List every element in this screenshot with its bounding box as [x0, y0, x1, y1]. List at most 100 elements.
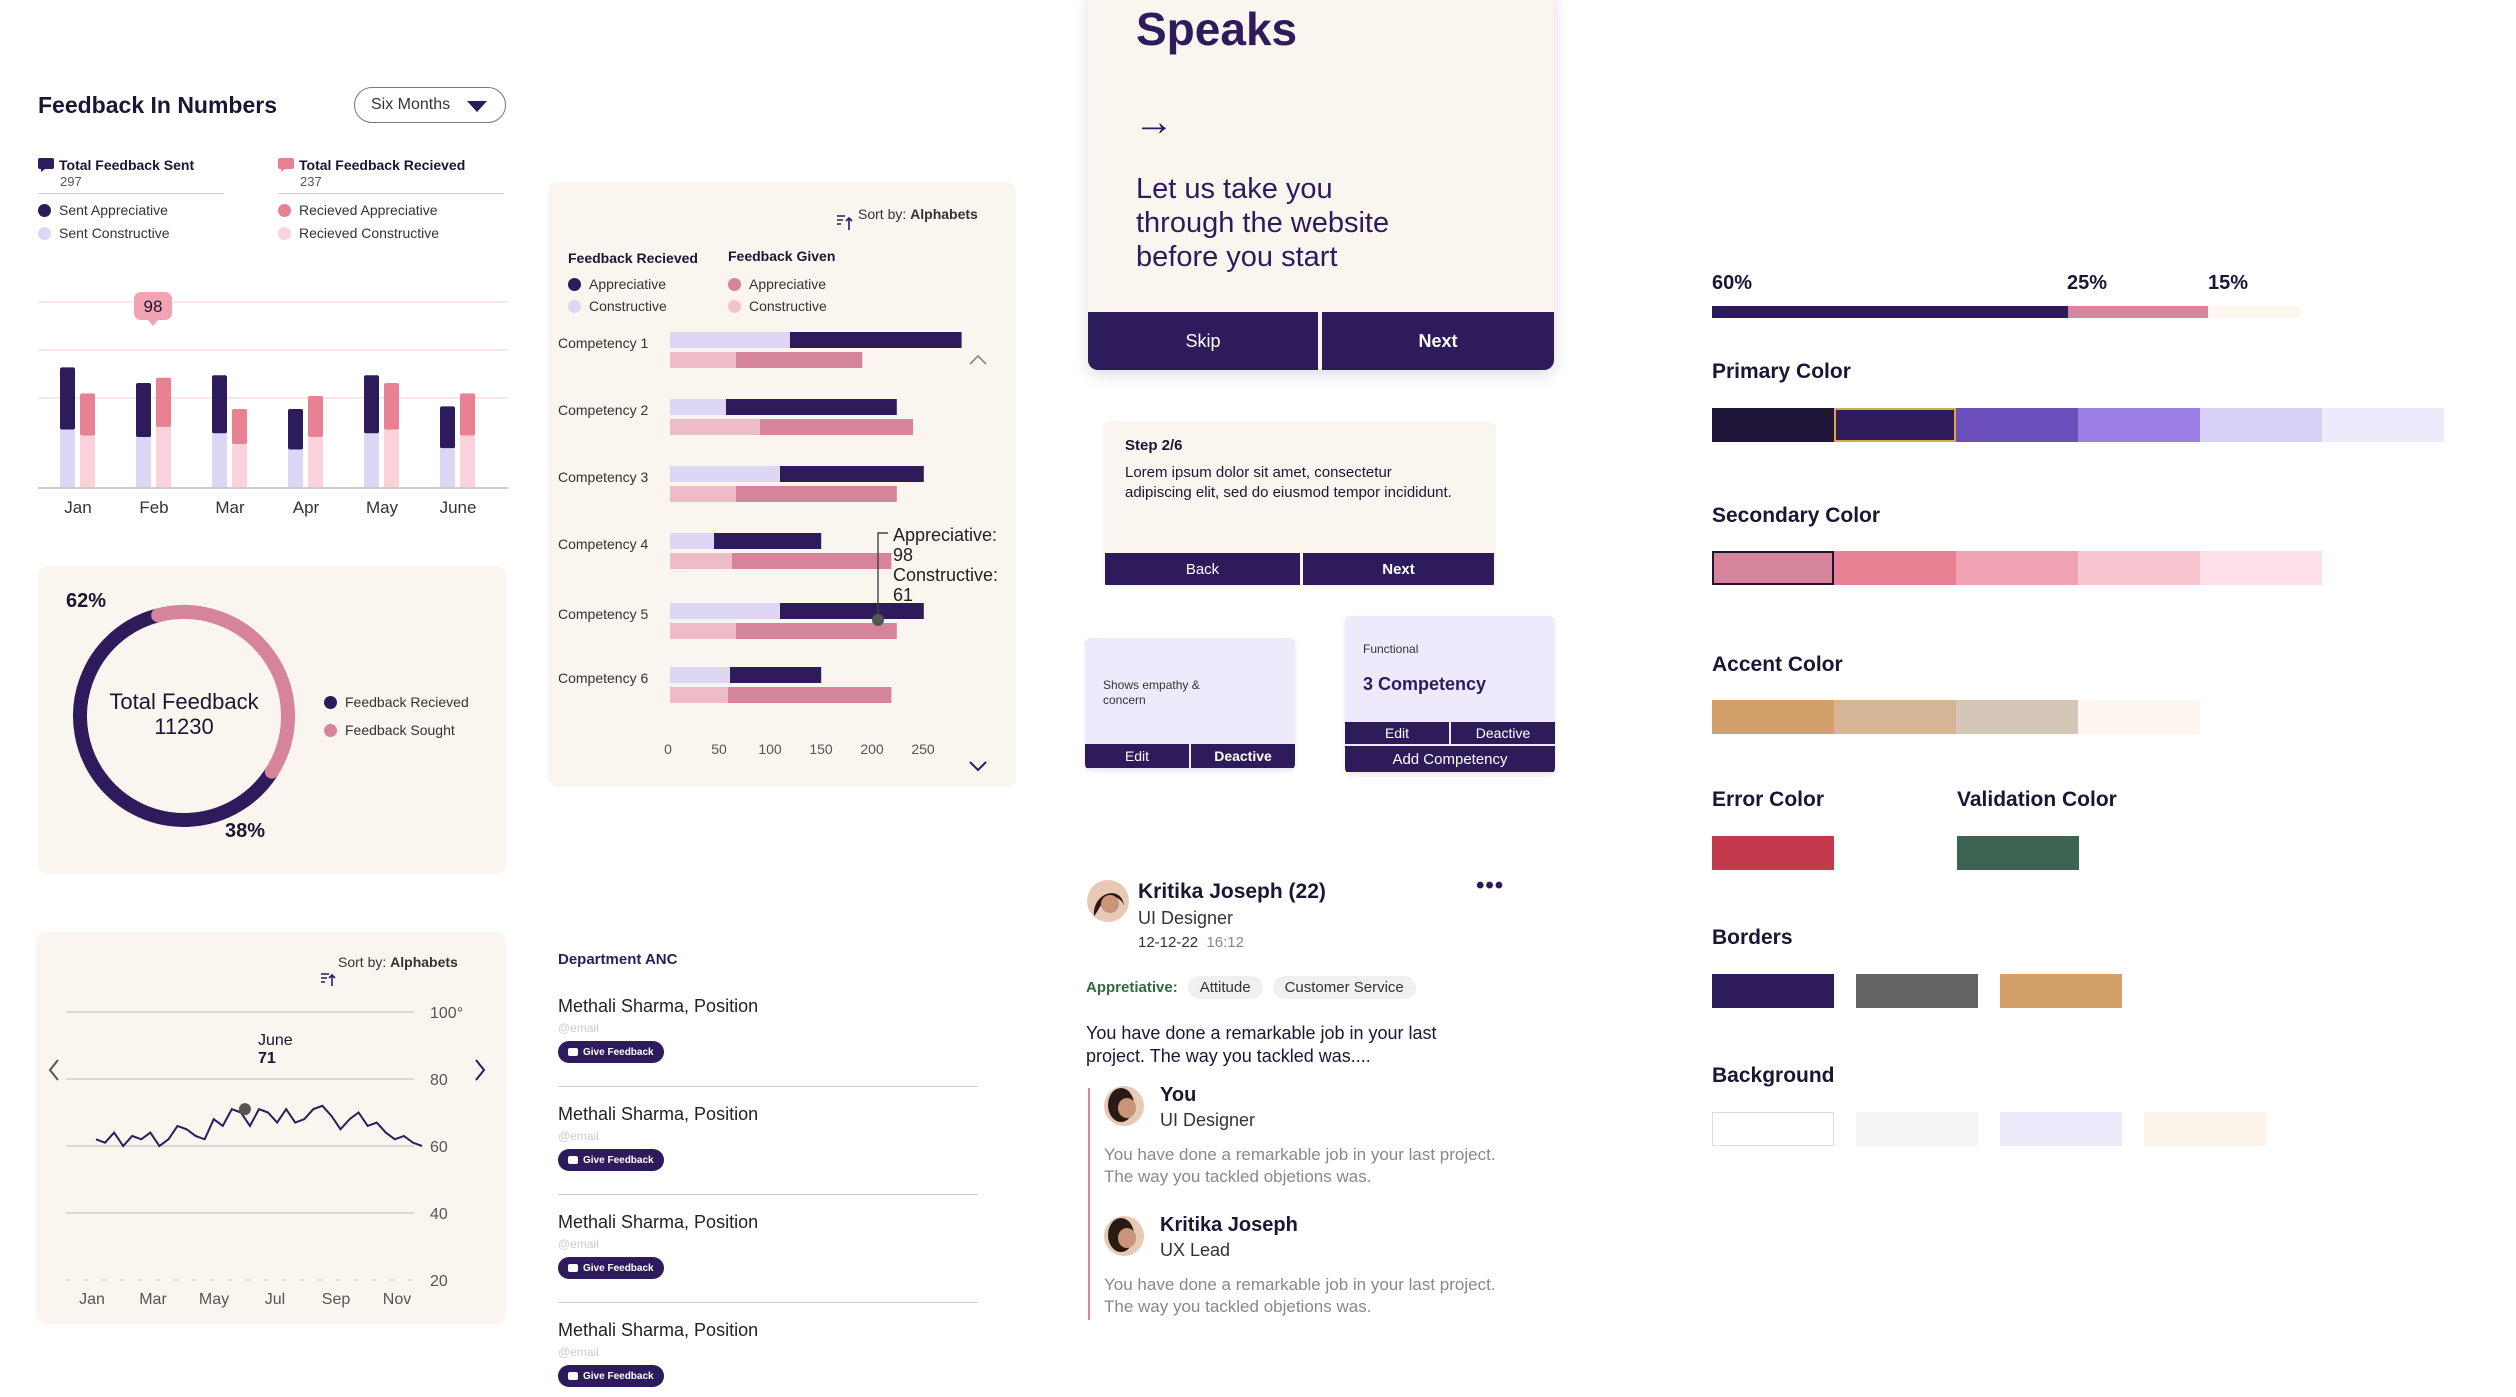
bar-sent-constructive [288, 449, 303, 487]
ratio-secondary [2068, 306, 2208, 318]
y-tick-label: 60 [430, 1139, 448, 1156]
tooltip-value: 71 [258, 1050, 276, 1067]
bar-highlight-badge: 98 [134, 292, 172, 326]
bar-received-constructive [384, 429, 399, 487]
person-name: Methali Sharma, Position [558, 1320, 759, 1340]
bar-received-constructive [156, 426, 171, 487]
post-type: Appretiative: [1086, 979, 1178, 996]
sort-control[interactable]: Sort by: Alphabets [338, 954, 458, 970]
give-feedback-button[interactable]: Give Feedback [558, 1041, 664, 1063]
sent-summary: Total Feedback Sent 297 Sent Appreciativ… [38, 157, 224, 241]
deactive-button[interactable]: Deactive [1191, 744, 1295, 768]
y-tick-label: 40 [430, 1206, 448, 1223]
next-button[interactable]: Next [1303, 553, 1494, 585]
give-feedback-button[interactable]: Give Feedback [558, 1257, 664, 1279]
reply-author: You [1160, 1084, 1197, 1106]
received-count: 237 [300, 174, 322, 189]
next-button[interactable]: Next [1322, 312, 1554, 370]
bar-received-light [670, 667, 730, 683]
bar-sent-constructive [212, 433, 227, 487]
chevron-up-icon[interactable] [968, 354, 988, 366]
edit-button[interactable]: Edit [1085, 744, 1189, 768]
sort-icon[interactable] [320, 972, 336, 988]
bar-received-appreciative [460, 393, 475, 436]
category-label: Competency 1 [558, 335, 648, 351]
legend-received-appreciative: Recieved Appreciative [299, 202, 438, 218]
bar-given-light [670, 623, 736, 639]
person-name: Methali Sharma, Position [558, 1104, 759, 1124]
x-tick-label: Nov [383, 1291, 411, 1308]
chat-icon [568, 1264, 578, 1272]
give-feedback-label: Give Feedback [583, 1370, 654, 1382]
x-tick-label: May [199, 1291, 229, 1308]
background-title: Background [1712, 1064, 1835, 1087]
skip-button[interactable]: Skip [1088, 312, 1318, 370]
divider [558, 1302, 978, 1303]
donut-center-value: 11230 [154, 714, 214, 739]
bar-received-appreciative [80, 393, 95, 436]
color-swatch [1712, 551, 1834, 585]
category-label: Competency 5 [558, 606, 648, 622]
bar-received-appreciative [384, 383, 399, 430]
avatar [1104, 1216, 1144, 1256]
competency-mini-card: Shows empathy & concern Edit Deactive [1085, 638, 1295, 770]
give-feedback-button[interactable]: Give Feedback [558, 1365, 664, 1387]
tag-customer-service: Customer Service [1272, 976, 1416, 999]
more-menu-icon[interactable]: ••• [1476, 872, 1505, 899]
give-feedback-button[interactable]: Give Feedback [558, 1149, 664, 1171]
list-item: Methali Sharma, Position @email Give Feedb… [558, 996, 978, 1104]
back-button[interactable]: Back [1105, 553, 1300, 585]
bar-sent-appreciative [60, 367, 75, 430]
ratio-accent [2208, 306, 2300, 318]
post-text: You have done a remarkable job in your l… [1086, 1023, 1437, 1066]
person-name: Methali Sharma, Position [558, 1212, 759, 1232]
bar-received-light [670, 399, 726, 415]
deactive-button[interactable]: Deactive [1451, 722, 1555, 744]
chevron-down-icon[interactable] [968, 760, 988, 772]
bar-received-appreciative [232, 409, 247, 445]
y-tick-label: 20 [430, 1273, 448, 1290]
border-swatch [2000, 974, 2122, 1008]
donut-pct-bottom: 38% [225, 820, 266, 842]
legend-given-constructive: Constructive [749, 298, 827, 314]
tooltip-point [872, 614, 884, 626]
reply-text: You have done a remarkable job in your l… [1104, 1145, 1496, 1186]
sent-count: 297 [60, 174, 82, 189]
background-swatch [2000, 1112, 2122, 1146]
color-swatch [1956, 700, 2078, 734]
bar-received [670, 399, 897, 415]
bar-given-light [670, 486, 736, 502]
mini-card-text: Shows empathy & concern [1103, 678, 1200, 707]
reply-text: You have done a remarkable job in your l… [1104, 1275, 1496, 1316]
give-feedback-label: Give Feedback [583, 1154, 654, 1166]
chevron-left-icon[interactable] [48, 1059, 59, 1081]
bar-sent-constructive [440, 448, 455, 487]
y-tick-label: 100° [430, 1005, 463, 1022]
x-tick-label: 250 [911, 741, 935, 757]
x-tick-label: Mar [139, 1291, 167, 1308]
person-email: @email [558, 1345, 599, 1359]
edit-button[interactable]: Edit [1345, 722, 1449, 744]
step-label: Step 2/6 [1125, 437, 1183, 454]
y-tick-label: 80 [430, 1072, 448, 1089]
divider [558, 1194, 978, 1195]
chevron-right-icon[interactable] [475, 1059, 486, 1081]
tooltip-month: June [258, 1032, 293, 1049]
category-label: Competency 3 [558, 469, 648, 485]
bar-given-light [670, 553, 732, 569]
period-dropdown[interactable]: Six Months [354, 87, 506, 123]
color-swatch [2200, 551, 2322, 585]
sort-control[interactable]: Sort by: Alphabets [858, 206, 978, 222]
post-author-name: Kritika Joseph (22) [1138, 880, 1326, 903]
bar-received-light [670, 603, 780, 619]
highlight-point [238, 1103, 251, 1116]
sort-icon[interactable] [836, 214, 854, 232]
chat-icon [568, 1372, 578, 1380]
post-tags: Appretiative: Attitude Customer Service [1086, 976, 1416, 999]
add-competency-button[interactable]: Add Competency [1345, 746, 1555, 772]
chat-icon [278, 158, 294, 172]
background-swatch [1712, 1112, 1834, 1146]
bar-received-constructive [308, 436, 323, 487]
borders-title: Borders [1712, 926, 1793, 949]
competency-bar-chart: Competency 1 Competency 2 Competency 3 Comp… [558, 332, 962, 757]
